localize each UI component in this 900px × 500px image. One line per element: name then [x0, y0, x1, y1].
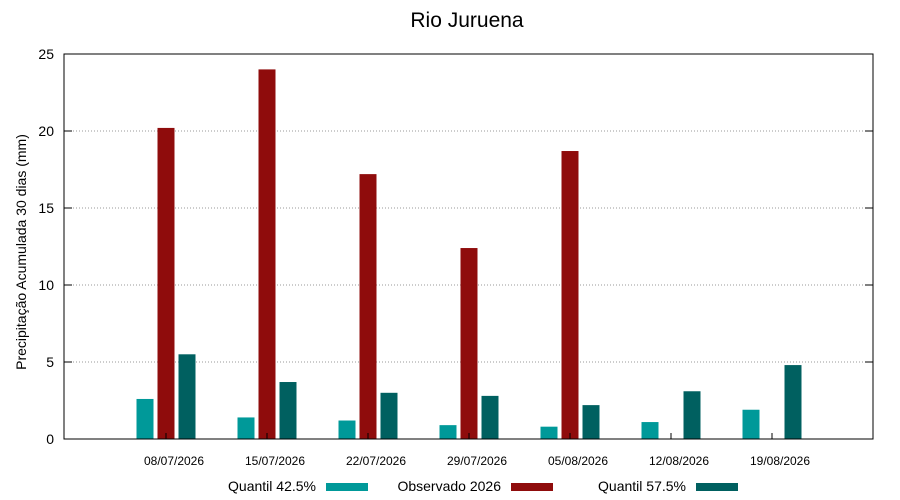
- legend-swatch: [511, 483, 553, 491]
- y-tick-label: 5: [46, 354, 54, 370]
- x-tick-label: 22/07/2026: [346, 454, 406, 468]
- bar: [136, 398, 154, 439]
- y-tick-label: 25: [38, 46, 54, 62]
- x-tick-label: 05/08/2026: [548, 454, 608, 468]
- legend-swatch: [696, 483, 738, 491]
- y-tick-label: 15: [38, 200, 54, 216]
- bar: [582, 405, 600, 439]
- bar: [178, 354, 196, 439]
- x-axis-ticks: 08/07/2026 15/07/2026 22/07/2026 29/07/2026…: [144, 433, 810, 468]
- bar: [338, 420, 356, 439]
- bar: [157, 127, 175, 440]
- x-tick-label: 08/07/2026: [144, 454, 204, 468]
- y-axis-ticks: 0 5 10 15 20 25: [38, 46, 873, 447]
- legend-label: Observado 2026: [397, 478, 501, 494]
- bar: [460, 248, 478, 439]
- bar: [683, 391, 701, 439]
- bar: [380, 392, 398, 439]
- chart-title: Rio Juruena: [410, 9, 524, 32]
- y-tick-label: 10: [38, 277, 54, 293]
- legend-swatch: [326, 483, 368, 491]
- legend-label: Quantil 42.5%: [228, 478, 316, 494]
- legend-label: Quantil 57.5%: [598, 478, 686, 494]
- y-axis-label: Precipitação Acumulada 30 dias (mm): [13, 134, 29, 370]
- bar: [258, 69, 276, 440]
- bar: [540, 426, 558, 439]
- bar: [279, 382, 297, 439]
- x-tick-label: 15/07/2026: [245, 454, 305, 468]
- x-tick-label: 19/08/2026: [750, 454, 810, 468]
- bar: [439, 425, 457, 439]
- bar: [561, 151, 579, 439]
- bars: [136, 69, 802, 440]
- legend: Quantil 42.5% Observado 2026 Quantil 57.5%: [228, 478, 738, 494]
- x-tick-label: 29/07/2026: [447, 454, 507, 468]
- x-tick-label: 12/08/2026: [649, 454, 709, 468]
- y-tick-label: 0: [46, 431, 54, 447]
- bar: [641, 422, 659, 439]
- bar: [481, 395, 499, 439]
- bar: [237, 417, 255, 439]
- bar: [742, 409, 760, 439]
- bar: [784, 365, 802, 439]
- y-tick-label: 20: [38, 123, 54, 139]
- bar: [359, 174, 377, 439]
